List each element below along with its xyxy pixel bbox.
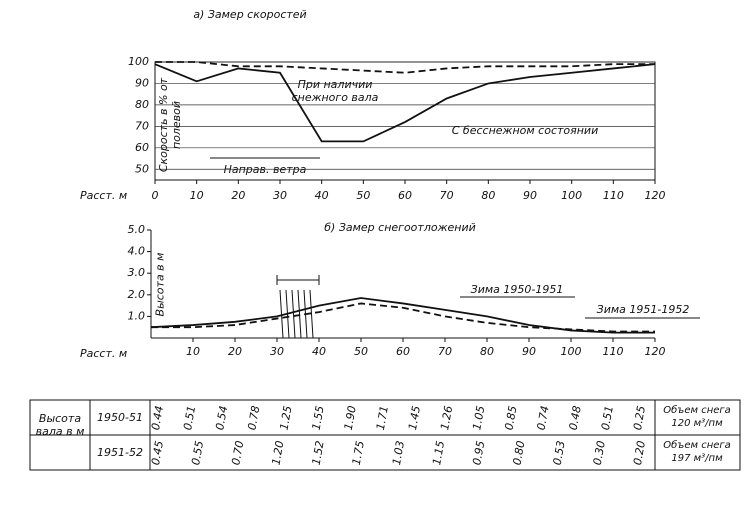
y-tick-label: 50 — [135, 162, 149, 175]
x-tick-label: 70 — [438, 345, 452, 358]
x-tick-label: 20 — [228, 345, 242, 358]
y-tick-label: 70 — [135, 119, 149, 132]
y-axis-label: Высота в м — [153, 252, 167, 317]
x-tick-label: 120 — [645, 189, 666, 202]
x-tick-label: 60 — [396, 345, 410, 358]
table-value: 1.03 — [390, 440, 407, 466]
x-axis-label: Расст. м — [80, 189, 127, 202]
x-tick-label: 80 — [481, 189, 495, 202]
x-tick-label: 110 — [603, 189, 624, 202]
x-tick-label: 0 — [152, 189, 159, 202]
table-value: 1.75 — [350, 440, 367, 466]
series-line — [154, 63, 656, 143]
y-tick-label: 100 — [128, 55, 149, 68]
y-tick-label: 2.0 — [128, 288, 146, 301]
x-tick-label: 100 — [561, 189, 582, 202]
table-value: 0.20 — [631, 440, 648, 466]
x-tick-label: 90 — [523, 189, 537, 202]
row-volume: Объем снега 120 м³/пм — [663, 405, 731, 429]
table-value: 0.44 — [149, 405, 166, 431]
table-value: 0.48 — [567, 405, 584, 431]
table-value: 0.45 — [149, 440, 166, 466]
series-line — [151, 302, 655, 333]
table-value: 0.95 — [470, 440, 487, 466]
y-tick-label: 1.0 — [128, 309, 146, 322]
table-value: 1.45 — [406, 405, 423, 431]
x-tick-label: 90 — [522, 345, 536, 358]
x-tick-label: 80 — [480, 345, 494, 358]
table-value: 1.71 — [374, 405, 391, 431]
y-tick-label: 5.0 — [128, 223, 146, 236]
x-tick-label: 70 — [440, 189, 454, 202]
table-value: 0.51 — [181, 405, 198, 431]
x-tick-label: 30 — [273, 189, 287, 202]
table-value: 0.74 — [535, 405, 552, 431]
y-tick-label: 4.0 — [128, 245, 146, 258]
row-year: 1951-52 — [97, 446, 143, 459]
y-tick-label: 80 — [135, 98, 149, 111]
x-tick-label: 120 — [645, 345, 666, 358]
table-value: 0.55 — [189, 440, 206, 466]
y-tick-label: 90 — [135, 76, 149, 89]
x-axis-label: Расст. м — [80, 347, 127, 360]
table-value: 1.90 — [342, 405, 359, 431]
row-year: 1950-51 — [97, 411, 143, 424]
series-label: Зима 1951-1952 — [596, 303, 690, 316]
table-value: 0.51 — [599, 405, 616, 431]
y-tick-label: 60 — [135, 141, 149, 154]
x-tick-label: 10 — [190, 189, 204, 202]
x-tick-label: 60 — [398, 189, 412, 202]
table-value: 1.15 — [430, 440, 447, 466]
x-tick-label: 20 — [231, 189, 245, 202]
series-label: Зима 1950-1951 — [470, 283, 564, 296]
x-tick-label: 50 — [356, 189, 370, 202]
x-tick-label: 50 — [354, 345, 368, 358]
x-tick-label: 110 — [603, 345, 624, 358]
x-tick-label: 40 — [315, 189, 329, 202]
table-frame — [29, 399, 741, 471]
x-tick-label: 10 — [186, 345, 200, 358]
table-value: 0.85 — [502, 405, 519, 431]
table-header: Высота вала в м — [35, 412, 85, 438]
table-value: 0.53 — [551, 440, 568, 466]
x-tick-label: 100 — [561, 345, 582, 358]
series-label: При наличии снежного вала — [291, 78, 379, 104]
table-value: 1.20 — [269, 440, 286, 466]
y-axis-label: Скорость в % от полевой — [157, 77, 183, 173]
table-value: 1.52 — [310, 440, 327, 466]
series-label: С бесснежном состоянии — [451, 124, 599, 137]
series-line — [155, 61, 655, 74]
table-value: 0.30 — [591, 440, 608, 466]
y-tick-label: 3.0 — [128, 266, 146, 279]
table-value: 0.70 — [229, 440, 246, 466]
table-value: 1.05 — [470, 405, 487, 431]
x-tick-label: 30 — [270, 345, 284, 358]
table-value: 0.25 — [631, 405, 648, 431]
chart-title: а) Замер скоростей — [193, 8, 306, 21]
table-value: 1.26 — [438, 405, 455, 431]
table-value: 1.25 — [278, 405, 295, 431]
table-value: 0.80 — [510, 440, 527, 466]
table-value: 1.55 — [310, 405, 327, 431]
row-volume: Объем снега 197 м³/пм — [663, 440, 731, 464]
table-value: 0.78 — [245, 405, 262, 431]
table-value: 0.54 — [213, 405, 230, 431]
series-line — [150, 297, 655, 334]
x-tick-label: 40 — [312, 345, 326, 358]
chart-title: б) Замер снегоотложений — [324, 221, 476, 234]
